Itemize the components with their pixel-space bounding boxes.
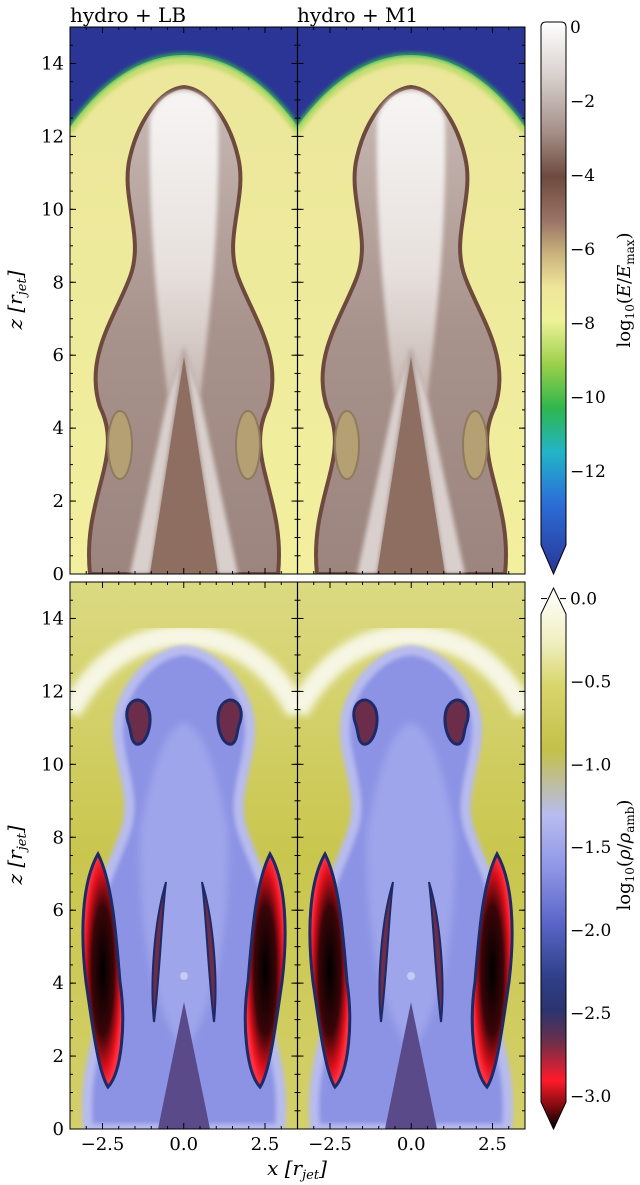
colorbar-label-energy: log10(E/Emax) xyxy=(614,232,637,347)
energy-panel-right xyxy=(297,27,525,574)
y-tick-label-top: 2 xyxy=(53,491,64,512)
density-panel-left xyxy=(70,582,298,1129)
x-tick-label: −2.5 xyxy=(81,1134,125,1155)
y-tick-label-top: 4 xyxy=(53,418,64,439)
colorbar-energy-tick-label: −12 xyxy=(570,462,606,482)
y-tick-label-top: 10 xyxy=(41,199,64,220)
x-tick-label: 0.0 xyxy=(397,1134,426,1155)
panel-title-right: hydro + M1 xyxy=(297,3,418,27)
y-tick-label-top: 12 xyxy=(41,126,64,147)
colorbar-energy-tick-label: −8 xyxy=(570,314,595,334)
x-axis-label: x [rjet] xyxy=(267,1156,327,1183)
energy-panel-left xyxy=(70,27,298,574)
x-tick-label: 2.5 xyxy=(251,1134,280,1155)
y-tick-label-top: 8 xyxy=(53,272,64,293)
density-panel-right xyxy=(297,582,525,1129)
colorbar-density xyxy=(540,586,567,1131)
y-tick-label-bottom: 12 xyxy=(41,681,64,702)
colorbar-density-tick-label: −2.5 xyxy=(570,1004,611,1024)
y-tick-label-top: 14 xyxy=(41,53,64,74)
colorbar-energy-tick-label: 0 xyxy=(570,18,581,38)
colorbar-density-tick-label: −2.0 xyxy=(570,921,611,941)
y-tick-label-bottom: 6 xyxy=(53,900,64,921)
colorbar-energy xyxy=(540,21,567,576)
colorbar-density-tick-label: −1.0 xyxy=(570,755,611,775)
y-axis-label-top: z [rjet] xyxy=(3,270,30,330)
y-tick-label-bottom: 2 xyxy=(53,1046,64,1067)
colorbar-label-density: log10(ρ/ρamb) xyxy=(614,800,637,911)
x-tick-label: 2.5 xyxy=(478,1134,507,1155)
x-tick-label: 0.0 xyxy=(169,1134,198,1155)
colorbar-density-tick-label: −0.5 xyxy=(570,672,611,692)
colorbar-energy-tick-label: −4 xyxy=(570,166,595,186)
colorbar-energy-tick-label: −2 xyxy=(570,92,595,112)
colorbar-energy-tick-label: −10 xyxy=(570,388,606,408)
y-tick-label-top: 6 xyxy=(53,345,64,366)
colorbar-density-tick-label: −1.5 xyxy=(570,838,611,858)
y-tick-label-bottom: 0 xyxy=(53,1119,64,1140)
y-tick-label-top: 0 xyxy=(53,564,64,585)
y-tick-label-bottom: 10 xyxy=(41,754,64,775)
panel-title-left: hydro + LB xyxy=(70,3,186,27)
y-tick-label-bottom: 14 xyxy=(41,608,64,629)
y-tick-label-bottom: 8 xyxy=(53,827,64,848)
colorbar-energy-tick-label: −6 xyxy=(570,240,595,260)
y-tick-label-bottom: 4 xyxy=(53,973,64,994)
colorbar-density-tick-label: −3.0 xyxy=(570,1087,611,1107)
x-tick-label: −2.5 xyxy=(308,1134,352,1155)
colorbar-density-tick-label: 0.0 xyxy=(570,590,597,610)
y-axis-label-bottom: z [rjet] xyxy=(3,825,30,885)
